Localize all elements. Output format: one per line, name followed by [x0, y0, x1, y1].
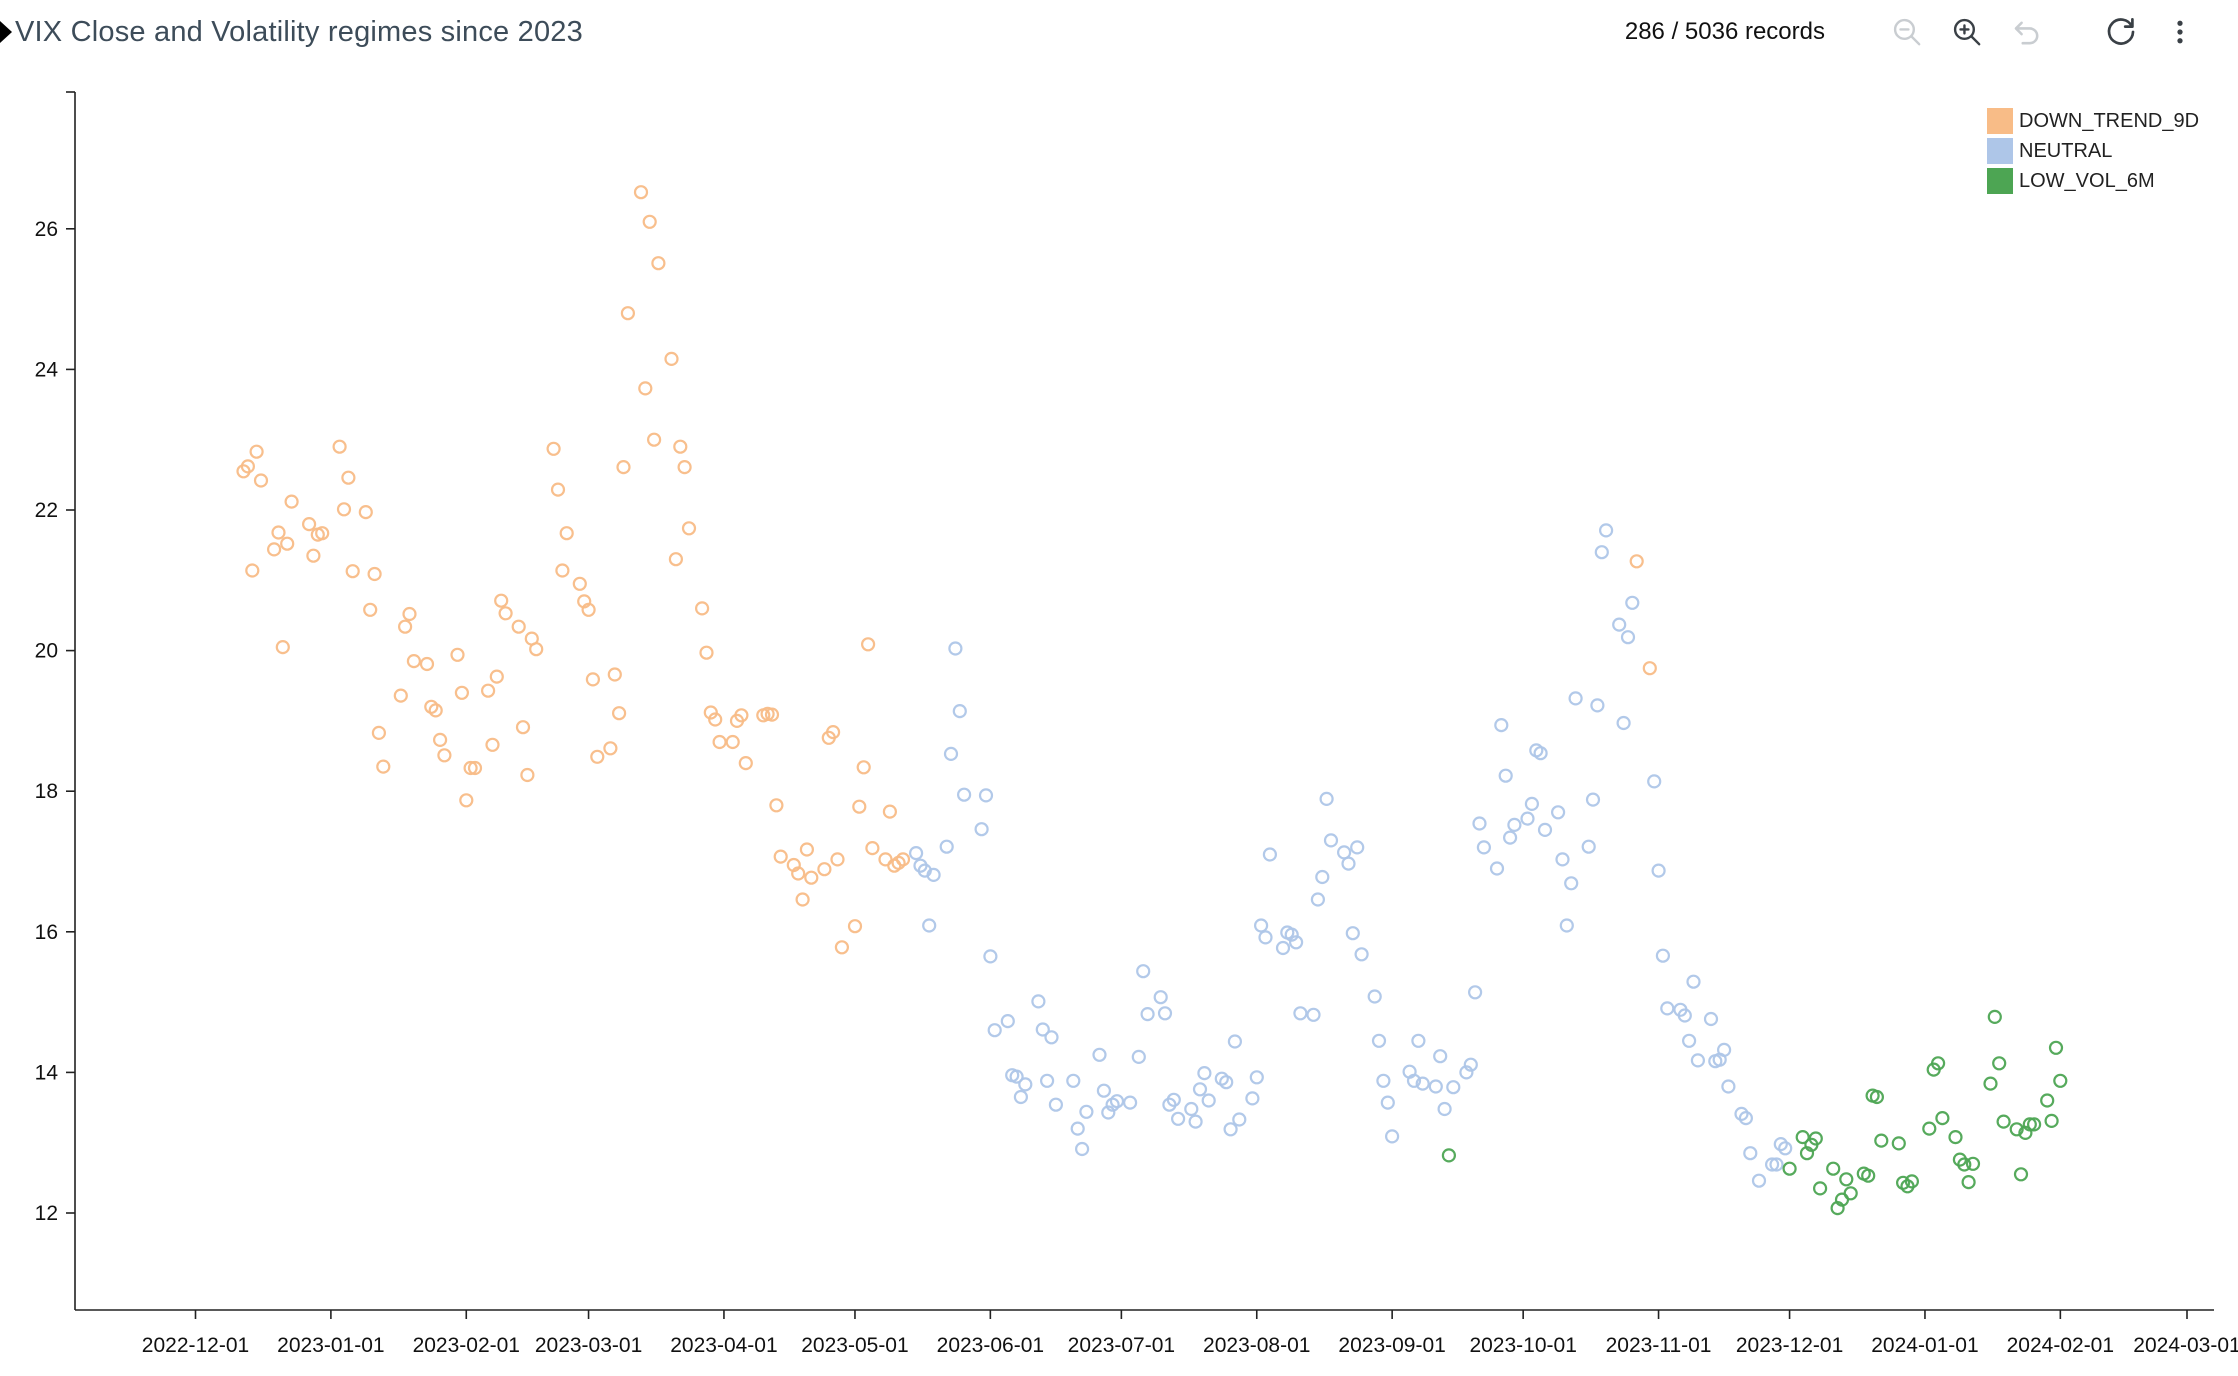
panel-expand-icon[interactable]: [0, 20, 12, 44]
undo-icon: [2014, 21, 2039, 45]
svg-text:2022-12-01: 2022-12-01: [142, 1334, 249, 1357]
svg-text:2023-10-01: 2023-10-01: [1469, 1334, 1576, 1357]
svg-text:2023-09-01: 2023-09-01: [1338, 1334, 1445, 1357]
title-area: VIX Close and Volatility regimes since 2…: [0, 16, 583, 49]
legend-item-low-vol-6m[interactable]: LOW_VOL_6M: [1987, 168, 2199, 194]
records-count: 286 / 5036 records: [1624, 18, 1825, 45]
svg-text:2023-03-01: 2023-03-01: [535, 1334, 642, 1357]
scatter-chart[interactable]: 12 14 16 18 20 22 24 26 2022-12-01 2023-01-01 2023…: [0, 64, 2238, 1376]
legend-item-neutral[interactable]: NEUTRAL: [1987, 138, 2199, 164]
refresh-icon: [2107, 18, 2135, 45]
svg-text:2024-02-01: 2024-02-01: [2007, 1334, 2114, 1357]
more-options-button[interactable]: [2161, 11, 2199, 53]
svg-text:16: 16: [35, 921, 58, 944]
legend-swatch-neutral: [1987, 138, 2013, 164]
svg-text:2023-04-01: 2023-04-01: [670, 1334, 777, 1357]
svg-text:2023-11-01: 2023-11-01: [1606, 1334, 1712, 1357]
zoom-out-icon: [1893, 18, 1921, 46]
svg-text:26: 26: [35, 218, 58, 241]
svg-text:22: 22: [35, 499, 58, 522]
scatter-plot-canvas[interactable]: 12 14 16 18 20 22 24 26 2022-12-01 2023-01-01 2023…: [0, 64, 2238, 1376]
svg-text:18: 18: [35, 780, 58, 803]
zoom-in-button[interactable]: [1946, 11, 1988, 53]
refresh-button[interactable]: [2099, 10, 2143, 54]
chart-legend: DOWN_TREND_9D NEUTRAL LOW_VOL_6M: [1987, 108, 2199, 194]
svg-text:2024-03-01: 2024-03-01: [2133, 1334, 2238, 1357]
legend-swatch-low-vol-6m: [1987, 168, 2013, 194]
svg-text:2023-07-01: 2023-07-01: [1068, 1334, 1175, 1357]
svg-text:20: 20: [35, 640, 58, 663]
toolbar: VIX Close and Volatility regimes since 2…: [0, 0, 2238, 64]
svg-text:2024-01-01: 2024-01-01: [1871, 1334, 1978, 1357]
svg-text:2023-08-01: 2023-08-01: [1203, 1334, 1310, 1357]
zoom-in-icon: [1953, 18, 1981, 46]
svg-text:2023-06-01: 2023-06-01: [937, 1334, 1044, 1357]
undo-button[interactable]: [2006, 11, 2048, 53]
legend-label-neutral: NEUTRAL: [2019, 139, 2113, 162]
svg-text:12: 12: [35, 1202, 58, 1225]
zoom-out-button[interactable]: [1886, 11, 1928, 53]
svg-text:2023-05-01: 2023-05-01: [801, 1334, 908, 1357]
svg-text:24: 24: [35, 358, 59, 381]
page-title: VIX Close and Volatility regimes since 2…: [15, 15, 583, 48]
legend-swatch-down-trend-9d: [1987, 108, 2013, 134]
svg-text:2023-01-01: 2023-01-01: [277, 1334, 384, 1357]
toolbar-actions: 286 / 5036 records: [1625, 10, 2238, 54]
legend-item-down-trend-9d[interactable]: DOWN_TREND_9D: [1987, 108, 2199, 134]
svg-text:2023-12-01: 2023-12-01: [1736, 1334, 1843, 1357]
legend-label-down-trend-9d: DOWN_TREND_9D: [2019, 109, 2200, 132]
svg-text:2023-02-01: 2023-02-01: [413, 1334, 520, 1357]
kebab-menu-icon: [2177, 20, 2183, 44]
svg-text:14: 14: [35, 1061, 59, 1084]
legend-label-low-vol-6m: LOW_VOL_6M: [2019, 169, 2155, 192]
